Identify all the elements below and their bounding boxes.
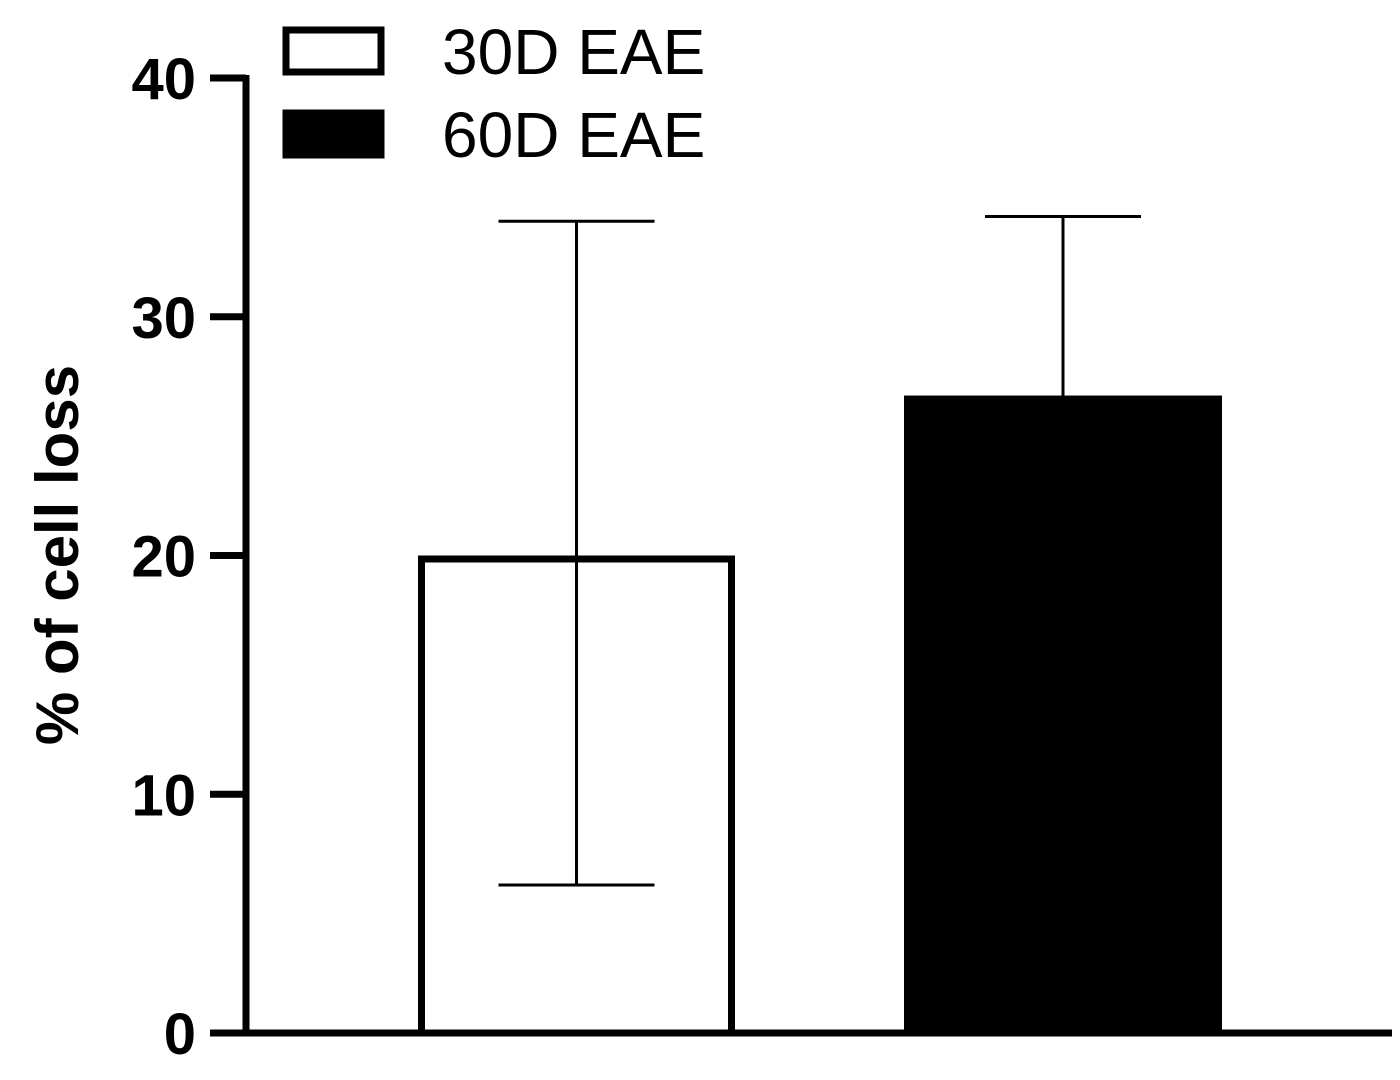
legend-label-2: 60D EAE (442, 99, 705, 171)
y-tick-label-0: 0 (164, 1002, 196, 1067)
legend-item-2: 60D EAE (282, 99, 705, 171)
legend-item-1: 30D EAE (282, 16, 705, 88)
axes: 0 10 20 30 40 (131, 47, 1392, 1067)
bars (418, 214, 1222, 1037)
y-axis-title: % of cell loss (24, 365, 91, 745)
legend: 30D EAE 60D EAE (282, 16, 705, 171)
bar-group-2 (904, 214, 1222, 1037)
legend-swatch-2 (282, 109, 385, 159)
bar-group-1 (418, 219, 735, 1037)
bar-2 (904, 395, 1222, 1037)
legend-swatch-1 (282, 26, 385, 76)
y-tick-label-20: 20 (131, 525, 196, 590)
y-tick-label-10: 10 (131, 763, 196, 828)
y-tick-label-40: 40 (131, 47, 196, 112)
legend-label-1: 30D EAE (442, 16, 705, 88)
y-tick-label-30: 30 (131, 286, 196, 351)
